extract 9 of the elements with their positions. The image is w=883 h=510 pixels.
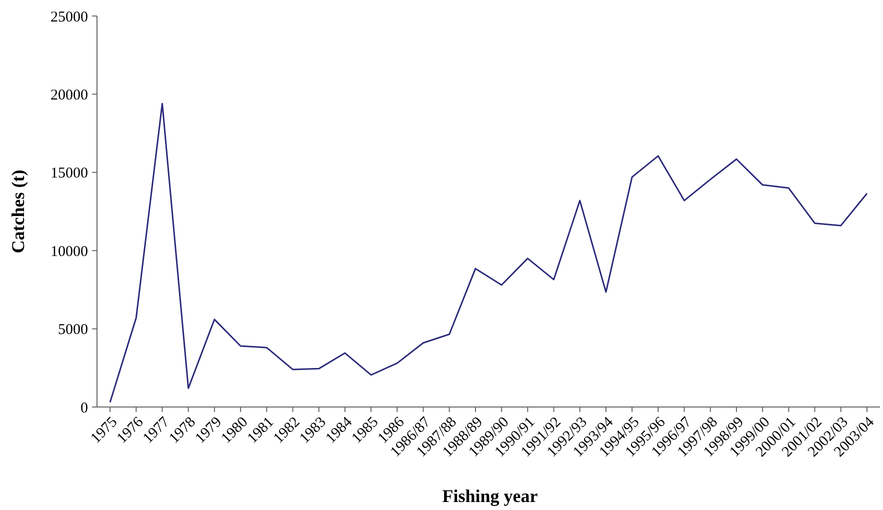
y-axis-title: Catches (t) [8,170,28,254]
y-tick-label: 5000 [58,322,88,338]
y-tick-label: 0 [80,400,88,416]
y-tick-label: 20000 [50,87,88,104]
y-tick-label: 10000 [50,244,88,260]
y-tick-label: 25000 [50,9,88,26]
x-axis-title: Fishing year [442,486,538,506]
line-series [109,102,868,404]
y-tick-label: 15000 [50,166,88,182]
